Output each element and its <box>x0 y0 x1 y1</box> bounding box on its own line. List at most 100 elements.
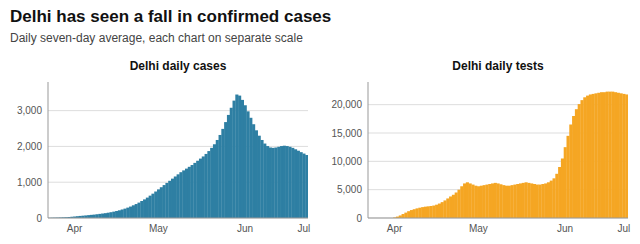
bar <box>121 209 124 218</box>
bar <box>171 179 174 218</box>
bar <box>463 183 466 218</box>
bar <box>522 183 525 218</box>
y-tick-label: 3,000 <box>17 105 42 116</box>
x-tick-label: May <box>469 223 488 234</box>
bar <box>283 146 286 218</box>
bar <box>277 147 280 218</box>
bar <box>182 170 185 218</box>
bar <box>569 125 572 219</box>
x-tick-label: Apr <box>67 223 83 234</box>
bar <box>185 169 188 218</box>
y-tick-label: 0 <box>36 213 42 224</box>
bar <box>258 136 261 218</box>
bar <box>151 194 154 218</box>
bar <box>157 189 160 218</box>
bar <box>266 146 269 218</box>
bar <box>511 185 514 218</box>
bar <box>140 201 143 218</box>
y-tick-label: 15,000 <box>331 128 362 139</box>
y-axis-line <box>48 82 49 218</box>
bar <box>477 186 480 218</box>
y-axis-line <box>368 82 369 218</box>
bar <box>625 94 628 218</box>
bar <box>98 214 101 218</box>
bar <box>410 210 413 218</box>
bar <box>163 185 166 218</box>
bar <box>263 144 266 218</box>
bar <box>553 178 556 218</box>
bar <box>516 184 519 218</box>
bar <box>288 147 291 218</box>
x-tick-label: Jul <box>617 223 630 234</box>
x-tick-label: Apr <box>387 223 403 234</box>
bar <box>146 198 149 218</box>
bar <box>594 93 597 218</box>
bar <box>544 183 547 218</box>
bar <box>413 209 416 218</box>
bar <box>497 183 500 218</box>
y-tick-label: 0 <box>356 213 362 224</box>
bar <box>427 206 430 218</box>
bar <box>205 154 208 218</box>
bar <box>407 211 410 218</box>
bar <box>583 97 586 218</box>
bar <box>558 167 561 218</box>
y-tick-label: 10,000 <box>331 156 362 167</box>
bar <box>502 185 505 218</box>
bar <box>104 213 107 218</box>
bar <box>101 214 104 218</box>
bar <box>592 94 595 218</box>
bars <box>393 92 628 218</box>
bar <box>96 214 99 218</box>
bar <box>154 192 157 218</box>
bar <box>572 116 575 218</box>
bar <box>210 148 213 218</box>
bar <box>541 184 544 218</box>
bar <box>603 92 606 218</box>
bar <box>177 174 180 218</box>
chart-root: Delhi has seen a fall in confirmed cases… <box>0 0 640 244</box>
x-axis-line <box>368 218 628 219</box>
bar <box>536 185 539 218</box>
y-tick-label: 5,000 <box>337 184 362 195</box>
y-tick-label: 1,000 <box>17 177 42 188</box>
bar <box>132 205 135 218</box>
bar <box>566 136 569 218</box>
bar <box>241 100 244 218</box>
grid-line <box>48 110 308 111</box>
bar <box>600 92 603 218</box>
bar <box>597 93 600 218</box>
bar <box>216 140 219 218</box>
y-tick-label: 20,000 <box>331 99 362 110</box>
bar <box>505 186 508 218</box>
bar <box>235 95 238 218</box>
bar <box>107 213 110 218</box>
bar <box>110 212 113 218</box>
bars <box>48 95 308 218</box>
bar <box>274 147 277 218</box>
bar <box>611 92 614 218</box>
bar <box>527 183 530 218</box>
bar <box>193 163 196 218</box>
chart-title: Delhi daily tests <box>452 59 544 73</box>
figure-title: Delhi has seen a fall in confirmed cases <box>10 7 331 26</box>
bar <box>118 210 121 218</box>
bar <box>561 159 564 219</box>
bar <box>539 185 542 218</box>
bar <box>418 208 421 218</box>
bar <box>555 174 558 218</box>
bar <box>224 122 227 218</box>
bar <box>302 154 305 218</box>
chart-panel: Delhi daily cases01,0002,0003,000AprMayJ… <box>17 59 310 234</box>
bar <box>513 185 516 218</box>
x-tick-label: Jun <box>237 223 253 234</box>
bar <box>435 205 438 218</box>
bar <box>174 176 177 218</box>
bar <box>519 183 522 218</box>
bar <box>438 204 441 218</box>
figure-subtitle: Daily seven-day average, each chart on s… <box>10 31 303 45</box>
bar <box>480 186 483 218</box>
bar <box>188 167 191 218</box>
chart-panel: Delhi daily tests 0 5,000 10,000 15,000 20,00… <box>331 59 630 234</box>
bar <box>269 147 272 218</box>
